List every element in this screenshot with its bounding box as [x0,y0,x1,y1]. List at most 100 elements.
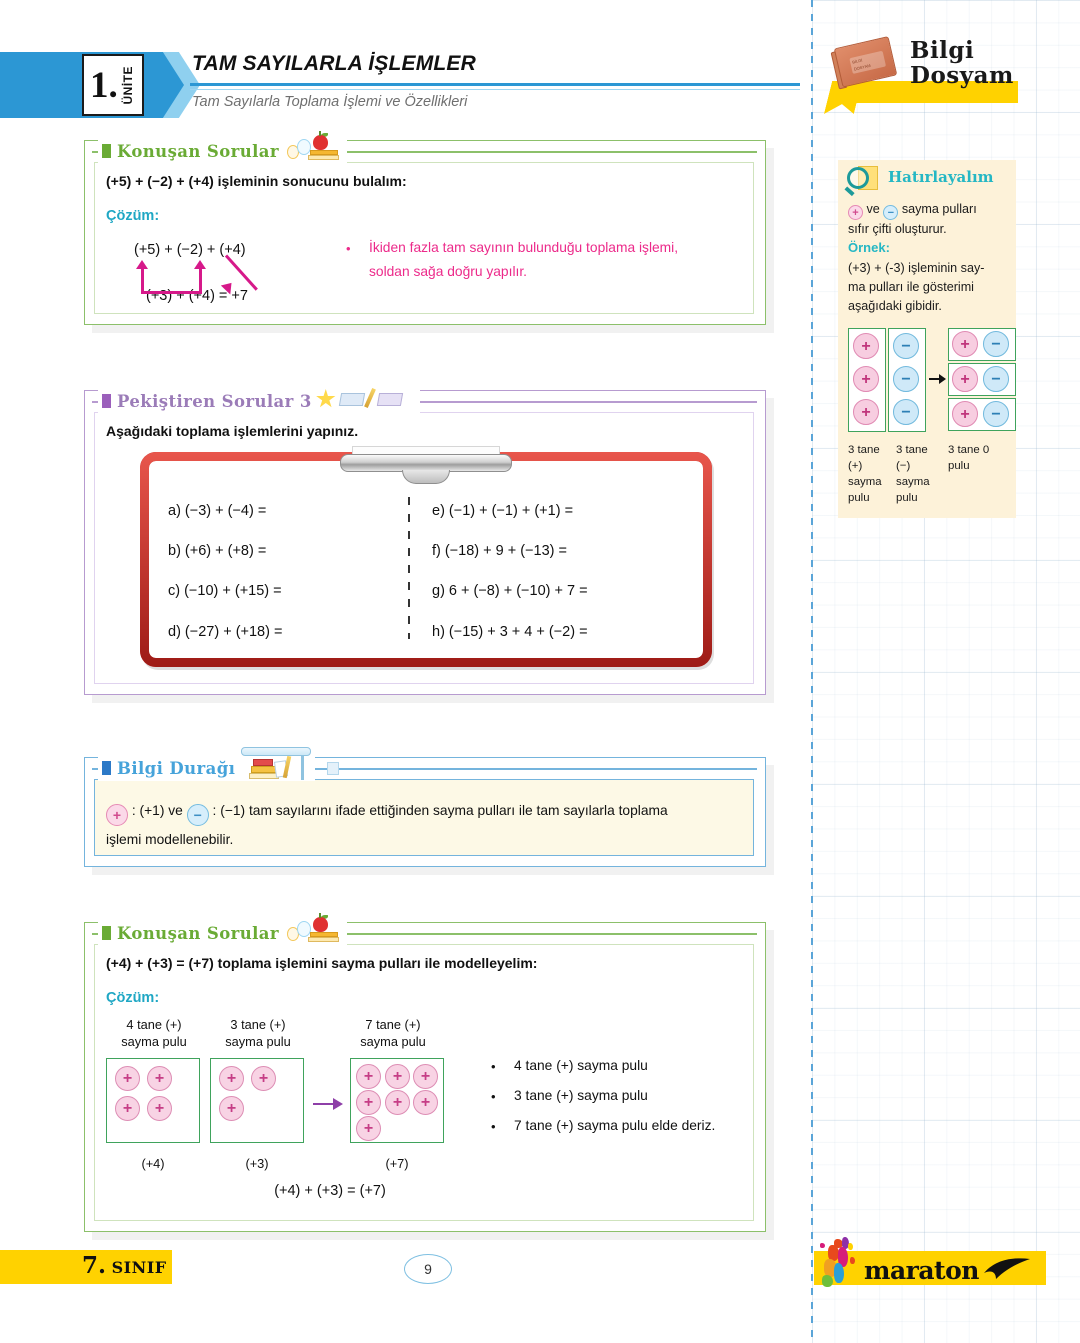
cap1-line2: sayma pulu [121,1034,187,1049]
sb-minus-chip: − [983,401,1009,427]
grade-badge-bg [0,1250,172,1284]
bd-text-a: : (+1) ve [131,803,183,818]
exercise-item-a: a) (−3) + (−4) = [168,503,267,519]
chips-box-3-label: (+7) [385,1156,409,1171]
sb-plus-chip: + [952,401,978,427]
ornek-label: Örnek: [848,240,890,255]
bullet-text-1: 4 tane (+) sayma pulu [514,1058,648,1073]
ornek-line1: (+3) + (-3) işleminin say- [848,261,985,275]
arrow-right-icon [929,373,946,385]
cap1-line1: 4 tane (+) [126,1017,182,1032]
chips-box-1: + + + + [106,1058,200,1143]
grade-number: 7. [82,1252,107,1279]
plus-chip: + [219,1066,244,1091]
section-label: Konuşan Sorular [117,141,279,161]
section-konusan-sorular-1: Konuşan Sorular (+5) + (−2) + (+4) işlem… [84,131,774,333]
plus-chip: + [115,1096,140,1121]
cap3-line1: 7 tane (+) [365,1017,421,1032]
sb-minus-chip: − [983,331,1009,357]
exercise-item-e: e) (−1) + (−1) + (+1) = [432,503,574,519]
chip-caption-2: 3 tane (+) sayma pulu [210,1016,306,1050]
instruction-text: Aşağıdaki toplama işlemlerini yapınız. [106,423,359,439]
clipboard [140,452,712,667]
cap2-line2: sayma pulu [225,1034,291,1049]
sidebar-chips-diagram: + + + − − − + − + − + − [848,328,1016,438]
cap2-line1: 3 tane (+) [230,1017,286,1032]
hatirlayalim-title: Hatırlayalım [888,168,994,186]
cap2-l2: pulu [948,460,970,472]
section-title-bilgi-duragi: Bilgi Durağı [98,747,316,781]
sb-plus-chip: + [853,333,879,359]
plus-chip: + [385,1090,410,1115]
cap0-l4: pulu [848,492,870,504]
chips-box-1-label: (+4) [141,1156,165,1171]
sb-plus-chip: + [952,366,978,392]
unit-number: 1. [90,64,118,106]
question-text-1: (+5) + (−2) + (+4) işleminin sonucunu bu… [106,173,407,189]
solution-arrows [135,258,310,306]
cap0-l3: sayma [848,476,882,488]
expression-top: (+5) + (−2) + (+4) [134,242,246,258]
sidebar-zero-pair: + − [948,398,1016,431]
question-text-2: (+4) + (+3) = (+7) toplama işlemini saym… [106,955,538,971]
hatirlayalim-body: + ve − sayma pulları sıfır çifti oluştur… [848,200,1010,239]
sidebar-zero-pair: + − [948,328,1016,361]
clipboard-clamp-icon [340,446,512,488]
final-equation: (+4) + (+3) = (+7) [274,1183,386,1199]
clipboard-dashed-divider [408,497,410,639]
maraton-logo: maraton [814,1237,1046,1289]
chip-caption-1: 4 tane (+) sayma pulu [106,1016,202,1050]
header-rule-thin [190,89,800,91]
plus-chip: + [115,1066,140,1091]
section-title-konusan-1: Konuşan Sorular [98,131,347,164]
ornek-line2: ma pulları ile gösterimi [848,280,974,294]
page-title: TAM SAYILARLA İŞLEMLER [192,52,476,75]
hatirlayalim-card: Hatırlayalım + ve − sayma pulları sıfır … [838,160,1016,518]
section-title-konusan-2: Konuşan Sorular [98,913,347,946]
unit-header: 1. ÜNİTE TAM SAYILARLA İŞLEMLER Tam Sayı… [0,52,800,118]
arrow-right-icon [313,1097,343,1111]
exercise-item-d: d) (−27) + (+18) = [168,624,283,640]
header-rule-thick [190,83,800,86]
bullet-dot: • [491,1089,496,1104]
plus-chip: + [147,1096,172,1121]
ornek-line3: aşağıdaki gibidir. [848,299,942,313]
bilgi-dosyam-banner: BİLGİ DOSYAM Bilgi Dosyam [826,36,1066,118]
plus-chip: + [356,1116,381,1141]
bilgi-dosyam-title: Bilgi Dosyam [910,38,1060,88]
magnifier-icon [844,164,880,196]
unit-number-box: 1. ÜNİTE [82,54,144,116]
sb-plus-chip: + [853,399,879,425]
square-bullet-icon [102,926,111,940]
note-bullet: • [346,241,351,256]
plus-chip: + [385,1064,410,1089]
grade-word: SINIF [111,1258,167,1277]
plus-chip: + [219,1096,244,1121]
cap3-line2: sayma pulu [360,1034,426,1049]
chips-box-3: + + + + + + + [350,1058,444,1143]
bullet-dot: • [491,1059,496,1074]
plus-chip: + [251,1066,276,1091]
bullet-dot: • [491,1119,496,1134]
pekistiren-decoration [316,385,416,415]
maraton-wordmark: maraton [864,1256,979,1285]
note-line-1: İkiden fazla tam sayının bulunduğu topla… [369,240,679,255]
sidebar-divider-dashed [811,0,813,1343]
plus-chip-icon: + [106,804,128,826]
minus-chip-icon: − [186,804,209,826]
bullet-text-3: 7 tane (+) sayma pulu elde deriz. [514,1118,716,1133]
note-line-2: soldan sağa doğru yapılır. [369,264,528,279]
chips-box-2-label: (+3) [245,1156,269,1171]
cap1-l3: sayma [896,476,930,488]
hat-text-c: sıfır çifti oluşturur. [848,222,947,236]
cap0-l1: 3 tane [848,444,880,456]
cozum-label-2: Çözüm: [106,990,160,1006]
section-label: Pekiştiren Sorular 3 [117,391,312,411]
square-bullet-icon [102,761,111,775]
sb-minus-chip: − [893,333,919,359]
cap1-l4: pulu [896,492,918,504]
sb-plus-chip: + [853,366,879,392]
cozum-label-1: Çözüm: [106,208,160,224]
bullet-text-2: 3 tane (+) sayma pulu [514,1088,648,1103]
